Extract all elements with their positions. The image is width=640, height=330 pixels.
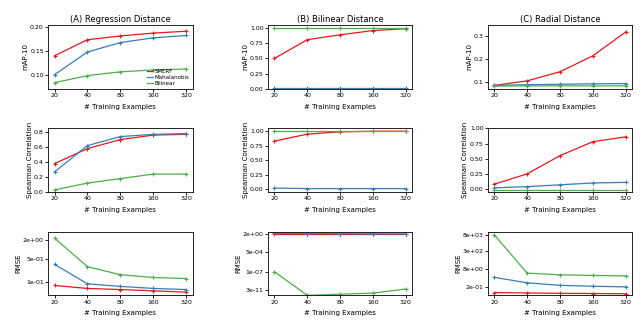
X-axis label: # Training Examples: # Training Examples [524, 104, 596, 110]
X-axis label: # Training Examples: # Training Examples [84, 207, 156, 213]
X-axis label: # Training Examples: # Training Examples [304, 207, 376, 213]
Y-axis label: Spearman Correlation: Spearman Correlation [462, 122, 468, 198]
Y-axis label: RMSE: RMSE [15, 254, 22, 273]
Y-axis label: RMSE: RMSE [455, 254, 461, 273]
X-axis label: # Training Examples: # Training Examples [524, 207, 596, 213]
X-axis label: # Training Examples: # Training Examples [304, 104, 376, 110]
Y-axis label: Spearman Correlation: Spearman Correlation [243, 122, 248, 198]
Y-axis label: mAP-10: mAP-10 [22, 44, 29, 70]
Y-axis label: RMSE: RMSE [236, 254, 241, 273]
Legend: SMERF, Mahalanobis, Bilinear: SMERF, Mahalanobis, Bilinear [147, 69, 190, 86]
Y-axis label: mAP-10: mAP-10 [467, 44, 472, 70]
Title: (C) Radial Distance: (C) Radial Distance [520, 15, 600, 24]
X-axis label: # Training Examples: # Training Examples [84, 310, 156, 316]
X-axis label: # Training Examples: # Training Examples [524, 310, 596, 316]
X-axis label: # Training Examples: # Training Examples [304, 310, 376, 316]
Title: (A) Regression Distance: (A) Regression Distance [70, 15, 171, 24]
X-axis label: # Training Examples: # Training Examples [84, 104, 156, 110]
Title: (B) Bilinear Distance: (B) Bilinear Distance [297, 15, 383, 24]
Y-axis label: mAP-10: mAP-10 [243, 44, 248, 70]
Y-axis label: Spearman Correlation: Spearman Correlation [27, 122, 33, 198]
